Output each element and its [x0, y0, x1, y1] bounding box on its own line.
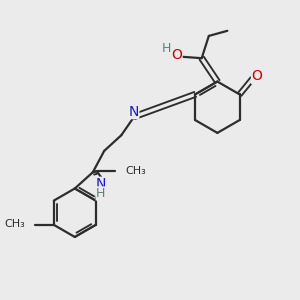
- Text: H: H: [96, 187, 106, 200]
- Text: H: H: [161, 42, 171, 55]
- Text: N: N: [128, 104, 139, 118]
- Text: CH₃: CH₃: [4, 219, 25, 229]
- Text: N: N: [96, 177, 106, 191]
- Text: CH₃: CH₃: [125, 166, 146, 176]
- Text: O: O: [171, 48, 182, 62]
- Text: O: O: [252, 69, 262, 83]
